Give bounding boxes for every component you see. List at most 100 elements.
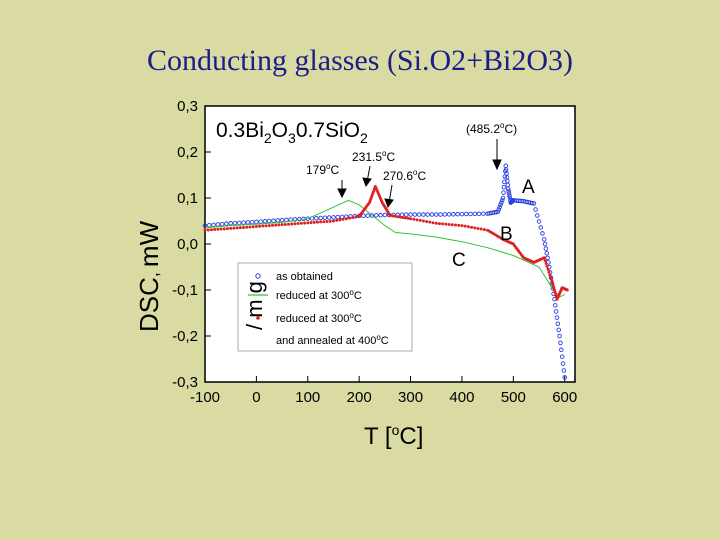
data-point <box>499 200 504 205</box>
data-point <box>499 198 505 203</box>
data-point <box>344 217 348 221</box>
data-point <box>403 216 407 220</box>
series-2 <box>203 185 569 301</box>
data-point <box>455 211 460 217</box>
data-point <box>545 255 550 261</box>
data-point <box>415 218 419 222</box>
data-point <box>299 221 303 225</box>
data-point <box>315 220 319 224</box>
data-point <box>557 333 562 339</box>
data-point <box>431 221 435 225</box>
series-line <box>204 199 565 298</box>
data-point <box>293 222 297 226</box>
data-point <box>460 224 464 228</box>
annotation-179: 179oC <box>306 162 339 177</box>
data-point <box>290 222 294 226</box>
data-point <box>493 209 499 215</box>
data-point <box>398 215 402 219</box>
chart-title-sub-2: 2 <box>264 130 272 146</box>
data-point <box>554 315 560 320</box>
data-point <box>292 217 298 222</box>
data-point <box>507 193 512 198</box>
data-point <box>551 283 555 287</box>
data-point <box>396 215 400 219</box>
data-point <box>206 228 210 232</box>
data-point <box>296 222 300 226</box>
annotation-270: 270.6oC <box>383 168 426 183</box>
data-point <box>331 215 336 220</box>
data-point <box>409 217 413 221</box>
x-axis-ticks: -100 0 100 200 300 400 500 600 <box>190 376 577 406</box>
data-point <box>429 212 435 217</box>
y-tick-label: 0,3 <box>177 98 198 115</box>
data-point <box>444 222 448 226</box>
data-point <box>319 220 323 224</box>
data-point <box>328 219 332 223</box>
data-point <box>559 347 564 353</box>
data-point <box>551 281 555 285</box>
data-point <box>476 211 482 217</box>
data-point <box>540 231 545 236</box>
chart-title-bi: 0.3Bi <box>216 119 264 142</box>
data-point <box>242 225 246 229</box>
annotation-231: 231.5oC <box>352 149 395 164</box>
data-point <box>421 212 426 217</box>
data-point <box>451 212 456 217</box>
data-point <box>437 222 441 226</box>
data-point <box>412 217 416 221</box>
data-point <box>270 223 274 227</box>
curve-label-b: B <box>500 224 513 245</box>
legend-annealed-2: and annealed at 400oC <box>276 333 389 347</box>
x-tick-label: 200 <box>347 389 372 406</box>
data-point <box>454 223 458 227</box>
data-point <box>434 212 439 217</box>
series-layer <box>202 163 569 380</box>
data-point <box>213 228 217 232</box>
x-tick-label: -100 <box>190 389 220 406</box>
data-point <box>473 226 477 230</box>
data-point <box>505 186 511 192</box>
data-point <box>501 190 506 195</box>
data-point <box>369 213 375 218</box>
data-point <box>251 225 255 229</box>
y-tick-label: 0,1 <box>177 190 198 207</box>
data-point <box>222 227 226 231</box>
data-point <box>482 228 486 232</box>
data-point <box>401 215 405 219</box>
data-point <box>421 219 425 223</box>
data-point <box>264 224 268 228</box>
data-point <box>229 226 233 230</box>
chart-title-sub-2b: 2 <box>360 130 368 146</box>
data-point <box>274 223 278 227</box>
data-point <box>348 216 352 220</box>
data-point <box>314 215 319 221</box>
data-point <box>481 211 486 216</box>
data-point <box>325 219 329 223</box>
y-axis-ticks: 0,3 0,2 0,1 0,0 -0,1 -0,2 -0,3 <box>172 98 211 391</box>
data-point <box>296 216 302 222</box>
data-point <box>261 224 265 228</box>
data-point <box>501 185 507 190</box>
data-point <box>506 191 512 196</box>
data-point <box>463 211 469 217</box>
data-point <box>562 375 567 380</box>
data-point <box>361 213 366 219</box>
data-point <box>428 220 432 224</box>
data-point <box>463 224 467 228</box>
data-point <box>322 220 326 224</box>
data-point <box>254 225 258 229</box>
data-point <box>447 222 451 226</box>
data-point <box>245 225 249 229</box>
data-point <box>203 228 207 232</box>
data-point <box>544 250 549 256</box>
x-tick-label: 300 <box>398 389 423 406</box>
data-point <box>543 259 547 263</box>
slide-title: Conducting glasses (Si.O2+Bi2O3) <box>146 44 574 77</box>
data-point <box>351 216 355 220</box>
data-point <box>479 227 483 231</box>
data-point <box>209 228 213 232</box>
data-point <box>542 256 546 260</box>
data-point <box>438 212 443 217</box>
data-point <box>495 209 501 215</box>
